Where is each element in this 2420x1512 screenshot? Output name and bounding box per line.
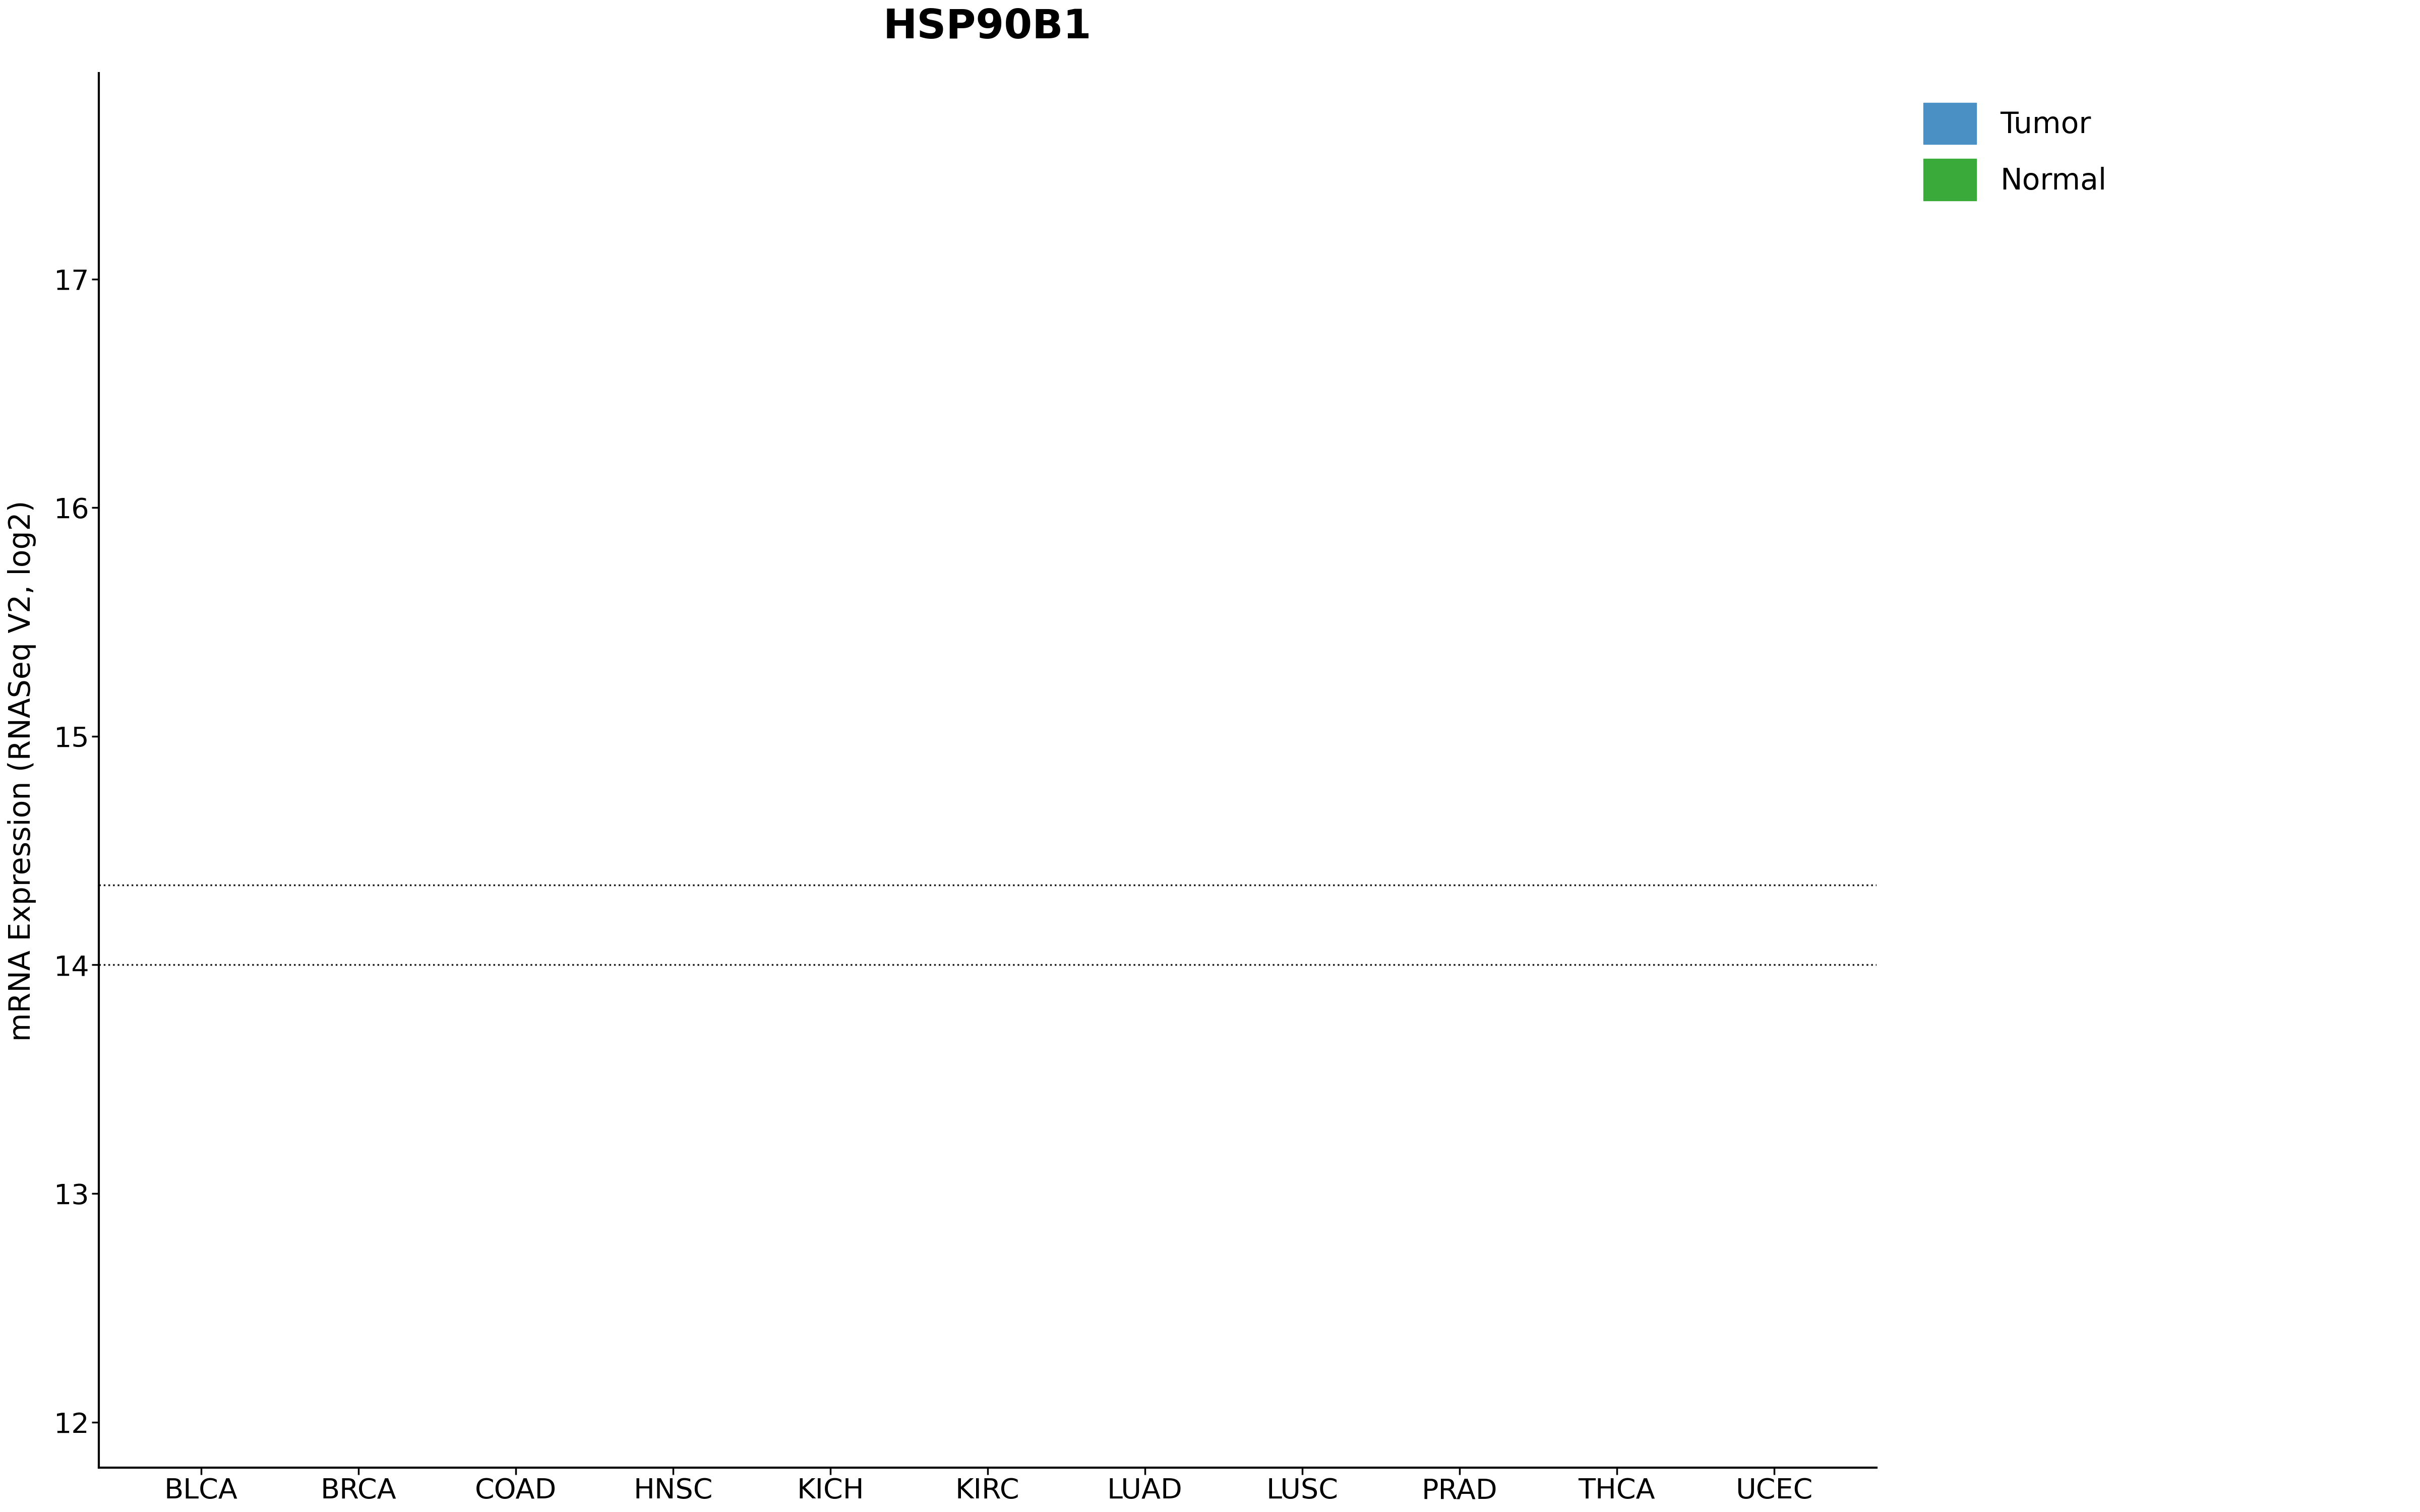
Legend: Tumor, Normal: Tumor, Normal <box>1909 88 2120 215</box>
Y-axis label: mRNA Expression (RNASeq V2, log2): mRNA Expression (RNASeq V2, log2) <box>7 500 36 1042</box>
Title: HSP90B1: HSP90B1 <box>883 8 1091 47</box>
